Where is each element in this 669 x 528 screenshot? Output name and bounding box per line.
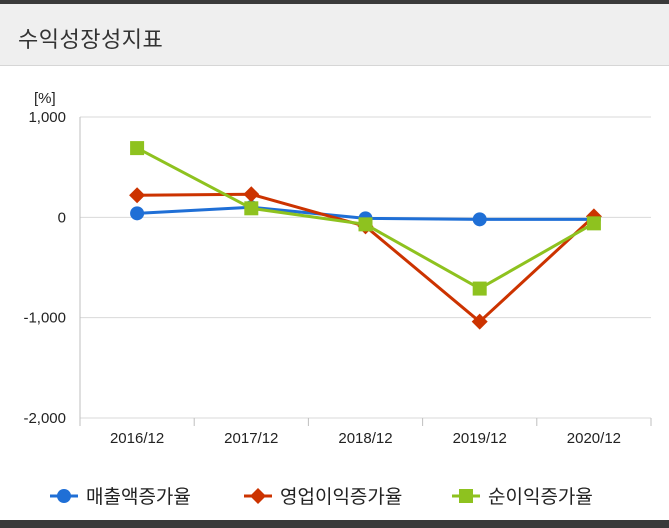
y-unit-label: [%] [34, 90, 56, 107]
x-tick-label: 2017/12 [224, 430, 278, 447]
legend-label: 매출액증가율 [86, 486, 191, 508]
data-point [244, 201, 259, 216]
data-point [472, 212, 487, 227]
y-tick-label: -2,000 [23, 410, 66, 427]
series-3 [130, 141, 601, 296]
legend-layer: 매출액증가율 영업이익증가율 순이익증가율 [50, 486, 593, 508]
legend-marker [57, 489, 71, 503]
data-point [129, 187, 146, 204]
legend-item-1: 매출액증가율 [50, 486, 191, 508]
data-point [358, 217, 373, 232]
top-border [0, 0, 669, 4]
data-point [471, 313, 488, 330]
panel-header: 수익성장성지표 [0, 4, 669, 66]
legend-item-3: 순이익증가율 [452, 486, 593, 508]
data-point [586, 216, 601, 231]
growth-indicator-chart: [%] 1,000 0 -1,000 -2,000 2016/12 2017/12 2018/… [23, 90, 652, 508]
legend-item-2: 영업이익증가율 [244, 486, 402, 508]
chart-area: [%] 1,000 0 -1,000 -2,000 2016/12 2017/12 2018/… [0, 66, 669, 520]
data-point [243, 186, 260, 203]
panel-title: 수익성장성지표 [18, 28, 164, 53]
x-tick-label: 2020/12 [567, 430, 621, 447]
x-tick-label: 2016/12 [110, 430, 164, 447]
x-tick-label: 2018/12 [338, 430, 392, 447]
data-point [472, 281, 487, 296]
legend-label: 순이익증가율 [488, 486, 593, 508]
x-tick-label: 2019/12 [453, 430, 507, 447]
data-point [130, 141, 145, 156]
axis-layer: [%] 1,000 0 -1,000 -2,000 2016/12 2017/12 2018/… [23, 90, 652, 447]
data-point [130, 206, 145, 221]
series-layer [129, 141, 602, 330]
y-tick-label: 0 [58, 209, 66, 226]
legend-label: 영업이익증가율 [280, 486, 402, 508]
legend-marker [250, 488, 266, 504]
legend-marker [459, 489, 473, 503]
y-tick-label: -1,000 [23, 310, 66, 327]
y-tick-label: 1,000 [28, 109, 66, 126]
bottom-border [0, 520, 669, 528]
